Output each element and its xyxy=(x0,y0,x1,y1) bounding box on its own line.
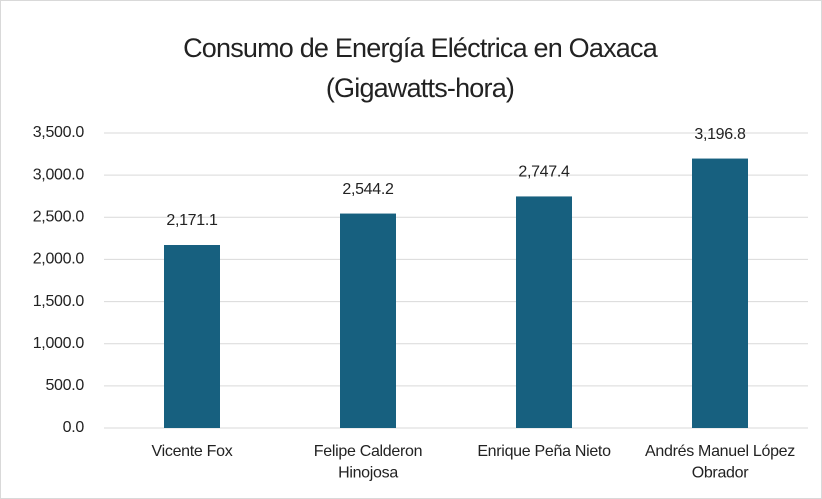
x-tick-label: Felipe Calderon Hinojosa xyxy=(314,443,422,482)
data-label: 2,544.2 xyxy=(342,181,394,198)
data-label: 3,196.8 xyxy=(694,126,746,143)
x-tick-label: Vicente Fox xyxy=(152,443,233,460)
y-tick-label: 1,000.0 xyxy=(33,335,85,352)
bar xyxy=(516,196,572,428)
y-tick-label: 2,000.0 xyxy=(33,251,85,268)
y-tick-label: 0.0 xyxy=(63,419,85,436)
chart-title: (Gigawatts-hora) xyxy=(326,73,514,103)
bar xyxy=(340,213,396,428)
y-tick-label: 3,000.0 xyxy=(33,166,85,183)
y-tick-label: 2,500.0 xyxy=(33,209,85,226)
bar xyxy=(692,158,748,429)
x-tick-label: Andrés Manuel López Obrador xyxy=(645,443,795,482)
y-tick-label: 3,500.0 xyxy=(33,124,85,141)
chart-title: Consumo de Energía Eléctrica en Oaxaca xyxy=(183,33,659,63)
x-tick-label: Enrique Peña Nieto xyxy=(477,443,611,460)
bar xyxy=(164,245,220,428)
data-label: 2,171.1 xyxy=(166,212,218,229)
y-tick-label: 1,500.0 xyxy=(33,293,85,310)
y-tick-label: 500.0 xyxy=(45,377,84,394)
data-label: 2,747.4 xyxy=(518,164,570,181)
